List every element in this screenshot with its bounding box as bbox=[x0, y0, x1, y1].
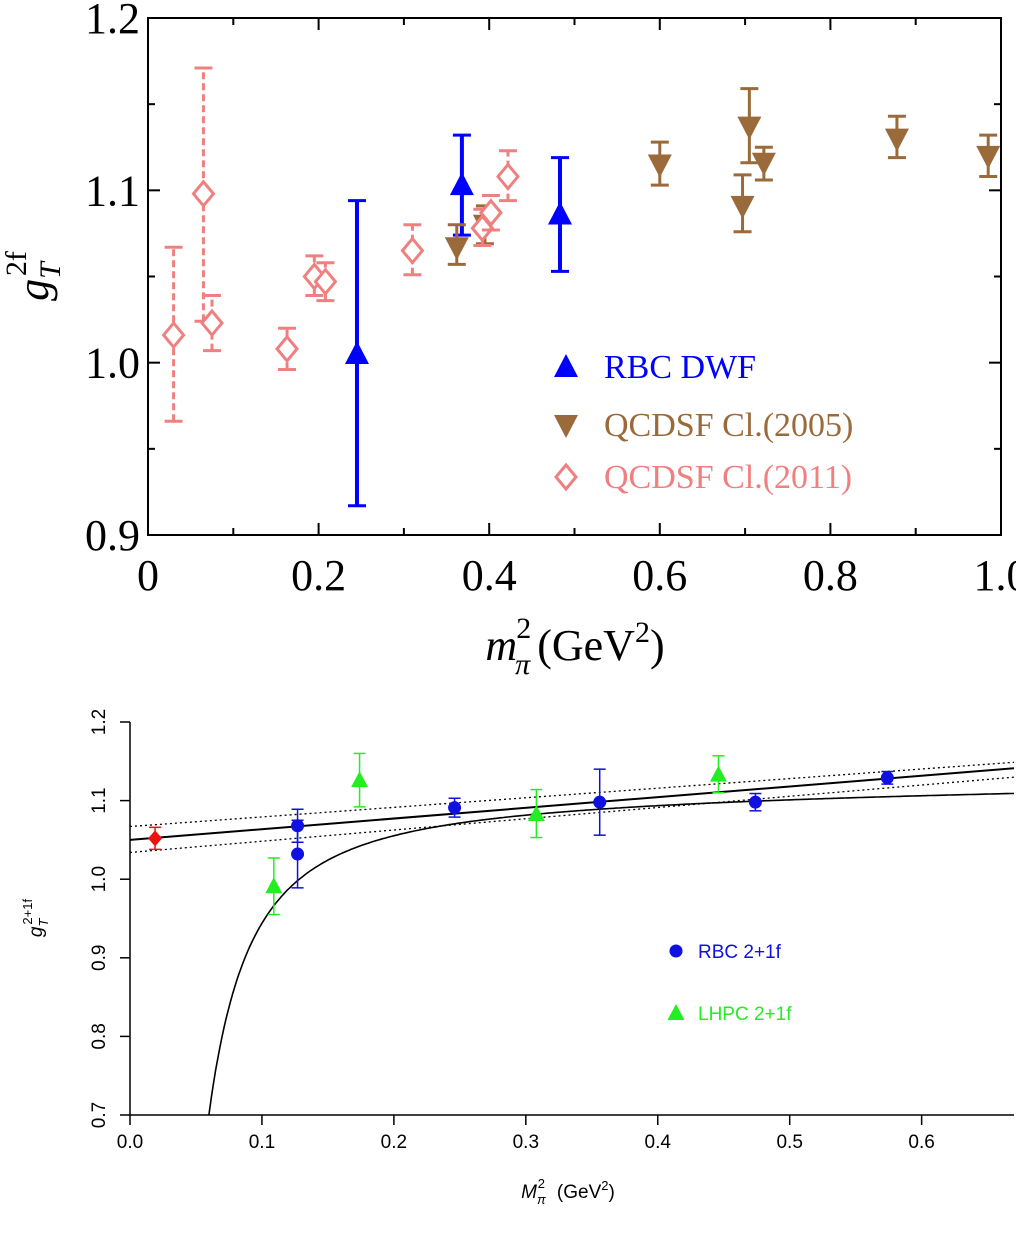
fit-line-solid bbox=[130, 767, 1014, 841]
data-point bbox=[730, 195, 755, 219]
x-tick-label: 0.4 bbox=[645, 1132, 672, 1153]
y-tick-label: 1.0 bbox=[85, 339, 140, 388]
x-tick-label: 0.3 bbox=[513, 1132, 539, 1153]
data-point bbox=[709, 765, 727, 782]
data-point bbox=[751, 152, 776, 176]
series-1 bbox=[444, 87, 1001, 266]
data-point bbox=[291, 847, 305, 861]
legend: RBC 2+1f LHPC 2+1f bbox=[667, 942, 792, 1025]
data-point bbox=[275, 334, 299, 364]
series-1 bbox=[265, 752, 727, 916]
data-point bbox=[351, 771, 369, 788]
x-tick-label: 0.0 bbox=[117, 1132, 143, 1153]
legend: RBC DWF QCDSF Cl.(2005) QCDSF Cl.(2011) bbox=[554, 349, 853, 496]
top-chart: 0 0.2 0.4 0.6 0.8 1.0 0.9 1.0 1.1 1.2 mπ2(GeV2) gT2… bbox=[0, 0, 1016, 681]
chiral-fit-curve bbox=[208, 792, 1014, 1115]
y-tick-label: 1.0 bbox=[89, 866, 110, 892]
data-point bbox=[527, 804, 545, 821]
y-tick-label: 0.9 bbox=[85, 511, 140, 560]
x-tick-label: 0.2 bbox=[381, 1132, 407, 1153]
data-point bbox=[148, 830, 163, 847]
data-point bbox=[265, 877, 283, 894]
series-0 bbox=[344, 133, 572, 508]
legend-marker bbox=[554, 415, 578, 438]
data-point bbox=[449, 172, 474, 196]
legend-label: RBC DWF bbox=[604, 349, 756, 386]
data-point bbox=[547, 201, 572, 225]
data-point bbox=[880, 771, 894, 785]
data-point bbox=[200, 308, 224, 338]
y-tick-label: 1.1 bbox=[85, 166, 140, 215]
data-point bbox=[444, 237, 469, 261]
x-tick-label: 0.2 bbox=[291, 551, 346, 600]
data-point bbox=[976, 145, 1001, 169]
y-tick-label: 1.2 bbox=[85, 0, 140, 43]
y-tick-label: 0.9 bbox=[89, 945, 110, 971]
fit-line-dotted bbox=[130, 776, 1014, 854]
y-tick-label: 1.1 bbox=[89, 787, 110, 813]
fit-lines bbox=[130, 761, 1014, 1115]
y-axis-label: gT2f bbox=[0, 251, 67, 301]
x-tick-label: 0.6 bbox=[632, 551, 687, 600]
x-tick-label: 0.8 bbox=[803, 551, 858, 600]
data-point bbox=[737, 116, 762, 140]
y-tick-label: 0.7 bbox=[89, 1102, 110, 1128]
x-tick-label: 0.4 bbox=[462, 551, 517, 600]
x-tick-label: 0.6 bbox=[908, 1132, 934, 1153]
legend-label: LHPC 2+1f bbox=[698, 1004, 792, 1025]
data-point bbox=[748, 795, 762, 809]
data-point bbox=[647, 154, 672, 178]
x-axis-label: Mπ2 (GeV2) bbox=[521, 1176, 615, 1207]
data-point bbox=[448, 801, 462, 815]
bottom-chart: 0.0 0.1 0.2 0.3 0.4 0.5 0.6 0.7 0.8 0.9 1.0 1.1 1.2 M… bbox=[20, 709, 1014, 1207]
legend-marker bbox=[669, 944, 683, 958]
data-point bbox=[496, 162, 520, 191]
legend-marker bbox=[667, 1004, 685, 1020]
data-point bbox=[593, 795, 607, 809]
data-point bbox=[191, 179, 216, 209]
legend-label: QCDSF Cl.(2005) bbox=[604, 407, 853, 444]
y-axis-label: gT2+1f bbox=[20, 899, 51, 938]
series-2 bbox=[148, 826, 163, 851]
data-point bbox=[161, 320, 186, 350]
legend-marker bbox=[554, 462, 578, 492]
y-tick-label: 1.2 bbox=[89, 709, 110, 735]
data-point bbox=[344, 341, 369, 365]
y-tick-label: 0.8 bbox=[89, 1023, 110, 1049]
x-tick-label: 0 bbox=[137, 551, 159, 600]
plot-frame bbox=[147, 17, 1002, 536]
series-0 bbox=[291, 768, 894, 889]
legend-marker bbox=[554, 354, 578, 377]
data-point bbox=[884, 128, 909, 152]
data-point bbox=[478, 198, 503, 228]
series-2 bbox=[161, 66, 520, 423]
legend-label: QCDSF Cl.(2011) bbox=[604, 459, 852, 496]
x-tick-label: 0.1 bbox=[249, 1132, 275, 1153]
data-point bbox=[400, 236, 425, 265]
data-point bbox=[313, 267, 338, 297]
x-tick-label: 1.0 bbox=[974, 551, 1016, 600]
legend-label: RBC 2+1f bbox=[698, 942, 782, 963]
x-tick-label: 0.5 bbox=[776, 1132, 802, 1153]
x-axis-label: mπ2 (GeV2) bbox=[485, 612, 664, 681]
